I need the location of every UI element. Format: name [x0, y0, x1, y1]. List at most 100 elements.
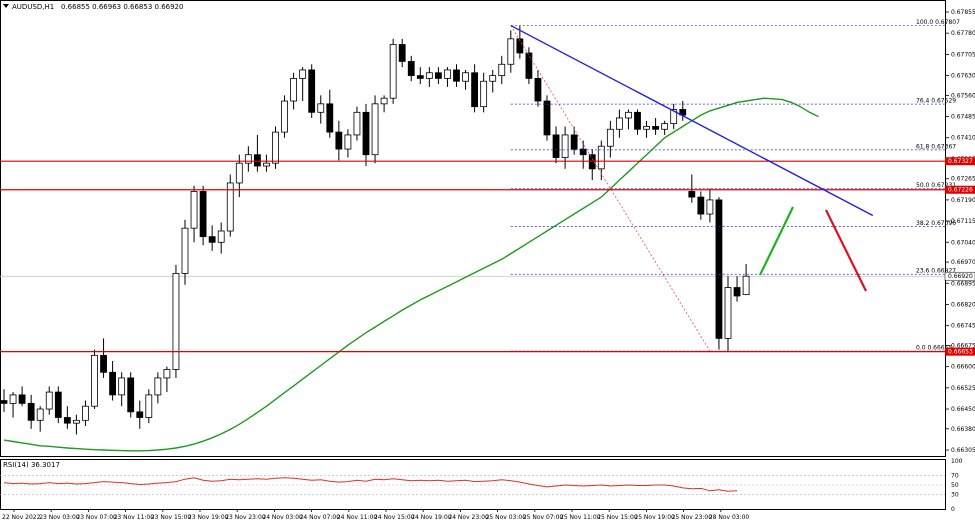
candle-bullish [73, 419, 80, 424]
candle-bullish [299, 69, 307, 79]
candles-layer [0, 25, 750, 435]
fib-level-label: 76.4 0.67529 [916, 98, 956, 105]
candle-bearish [109, 371, 116, 396]
rsi-tick-label: 30 [951, 492, 959, 499]
price-tick-label: 0.66380 [951, 426, 975, 433]
axis-layer: 0.67855 0.67780 0.67705 0.67630 0.67560 0.674… [2, 9, 975, 521]
candle-bullish [181, 227, 189, 274]
bearish-trendline [510, 24, 874, 217]
candle-bearish [54, 391, 62, 418]
time-tick-label: 24 Nov 19:00 [411, 514, 452, 521]
time-tick-label: 25 Nov 23:00 [672, 514, 713, 521]
candle-bearish [63, 417, 71, 424]
menu-triangle-icon[interactable] [3, 4, 9, 8]
time-tick-label: 22 Nov 2022 [2, 514, 41, 521]
time-tick-label: 25 Nov 07:00 [523, 514, 564, 521]
candle-bearish [253, 154, 261, 167]
overlays-layer: 100.0 0.67807 76.4 0.67529 61.8 0.67367 50.… [0, 19, 960, 353]
candle-bullish [371, 103, 379, 156]
price-tick-label: 0.66600 [951, 364, 975, 371]
rsi-tick-label: 50 [951, 482, 959, 489]
candle-bullish [226, 182, 234, 232]
price-tick-label: 0.66895 [951, 280, 975, 287]
price-tick-label: 0.67040 [951, 239, 975, 246]
candle-bearish [18, 394, 26, 404]
candle-bearish [208, 236, 216, 243]
candle-bearish [416, 75, 424, 79]
rsi-pane-frame [0, 459, 946, 510]
candle-bearish [308, 69, 316, 113]
candle-bearish [335, 131, 343, 150]
sr-level-label: 0.66653 [948, 349, 973, 356]
candle-bullish [163, 369, 171, 379]
candle-bullish [172, 272, 180, 370]
price-tick-label: 0.66820 [951, 301, 975, 308]
candle-bullish [489, 75, 497, 82]
price-tick-label: 0.67190 [951, 197, 975, 204]
time-tick-label: 25 Nov 03:00 [486, 514, 527, 521]
price-tick-label: 0.66450 [951, 406, 975, 413]
fib-level-label: 61.8 0.67367 [916, 143, 956, 150]
candle-bullish [597, 145, 605, 170]
moving-average-line [3, 97, 819, 452]
fib-level-label: 50.0 0.67231 [916, 182, 956, 189]
candle-bearish [634, 111, 641, 130]
sr-level-tag [945, 185, 975, 194]
price-tick-label: 0.66745 [951, 323, 975, 330]
moving-average-layer [3, 97, 819, 452]
time-tick-label: 25 Nov 15:00 [597, 514, 638, 521]
current-price-tag [944, 271, 975, 281]
candle-bullish [154, 377, 162, 396]
candle-bearish [534, 78, 542, 102]
candle-bullish [616, 117, 623, 130]
candle-bullish [9, 394, 17, 404]
candle-bullish [507, 38, 515, 65]
candle-bearish [434, 72, 442, 79]
candle-bullish [317, 103, 325, 113]
candle-bullish [235, 162, 243, 184]
candle-bullish [670, 109, 678, 125]
price-tick-label: 0.67410 [951, 135, 975, 142]
candle-bullish [444, 69, 451, 79]
time-tick-label: 23 Nov 11:00 [114, 514, 155, 521]
candle-bearish [0, 400, 8, 404]
price-tick-label: 0.66525 [951, 385, 975, 392]
price-tick-label: 0.66970 [951, 259, 975, 266]
candle-bearish [362, 111, 370, 156]
candle-bearish [100, 354, 107, 373]
candle-bearish [471, 72, 479, 108]
time-tick-label: 25 Nov 11:00 [560, 514, 601, 521]
bearish-scenario-arrow [825, 209, 867, 292]
current-price-label: 0.66920 [948, 273, 973, 280]
candle-bullish [145, 394, 153, 418]
fib-level-label: 0.0 0.66655 [916, 345, 952, 352]
candle-bullish [82, 405, 89, 421]
candle-bearish [525, 52, 533, 79]
candle-bearish [27, 402, 35, 421]
candle-bearish [516, 38, 524, 54]
price-tick-label: 0.67855 [951, 9, 975, 16]
rsi-label: RSI(14) 36.3017 [3, 461, 60, 469]
candle-bullish [45, 391, 53, 410]
candle-bearish [579, 148, 587, 156]
candle-bullish [290, 78, 298, 102]
rsi-layer: 100 70 50 30 0 [0, 458, 963, 513]
bullish-scenario-arrow [759, 206, 794, 276]
price-tick-label: 0.67630 [951, 73, 975, 80]
candle-bullish [190, 191, 198, 229]
candle-bullish [661, 123, 669, 130]
candle-bullish [344, 134, 352, 150]
candle-bullish [36, 408, 44, 421]
candle-bullish [625, 111, 632, 119]
sr-level-tag [945, 157, 975, 166]
candle-bullish [724, 287, 732, 339]
time-tick-label: 23 Nov 23:00 [225, 514, 266, 521]
candle-bearish [398, 44, 406, 62]
price-tick-label: 0.67780 [951, 30, 975, 37]
candle-bullish [425, 72, 433, 79]
rsi-line [3, 477, 738, 492]
candle-bearish [543, 100, 551, 136]
candle-bullish [462, 72, 469, 82]
